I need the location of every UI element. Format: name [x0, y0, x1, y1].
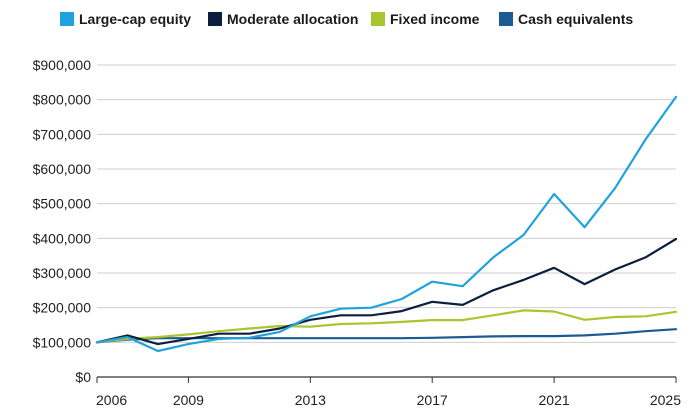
- legend-swatch: [208, 12, 222, 26]
- legend-label: Cash equivalents: [518, 11, 633, 27]
- x-axis: 2006 2009 2013 2017 2021 2025: [96, 376, 681, 408]
- legend-swatch: [499, 12, 513, 26]
- y-tick-label: $300,000: [33, 265, 92, 281]
- series-lines: [95, 95, 678, 353]
- x-tick-label: 2006: [96, 392, 127, 408]
- y-tick-label: $500,000: [33, 196, 92, 212]
- y-tick-label: $400,000: [33, 230, 92, 246]
- gridlines: [97, 64, 676, 343]
- x-tick-label: 2017: [417, 392, 448, 408]
- legend-label: Fixed income: [390, 11, 480, 27]
- y-tick-label: $100,000: [33, 334, 92, 350]
- series-line: [95, 237, 678, 346]
- y-tick-label: $600,000: [33, 161, 92, 177]
- y-tick-label: $200,000: [33, 300, 92, 316]
- y-axis-ticks: $0 $100,000 $200,000 $300,000 $400,000 $500,0…: [33, 57, 92, 385]
- y-tick-label: $0: [75, 369, 91, 385]
- legend: Large-cap equity Moderate allocation Fixed…: [60, 11, 633, 27]
- y-tick-label: $900,000: [33, 57, 92, 73]
- legend-swatch: [371, 12, 385, 26]
- legend-label: Large-cap equity: [79, 11, 191, 27]
- legend-swatch: [60, 12, 74, 26]
- legend-label: Moderate allocation: [227, 11, 358, 27]
- series-line: [95, 309, 678, 344]
- x-tick-label: 2021: [539, 392, 570, 408]
- x-tick-label: 2013: [295, 392, 326, 408]
- y-tick-label: $700,000: [33, 126, 92, 142]
- y-tick-label: $800,000: [33, 92, 92, 108]
- series-line: [95, 95, 678, 353]
- x-tick-label: 2009: [173, 392, 204, 408]
- x-tick-label: 2025: [650, 392, 681, 408]
